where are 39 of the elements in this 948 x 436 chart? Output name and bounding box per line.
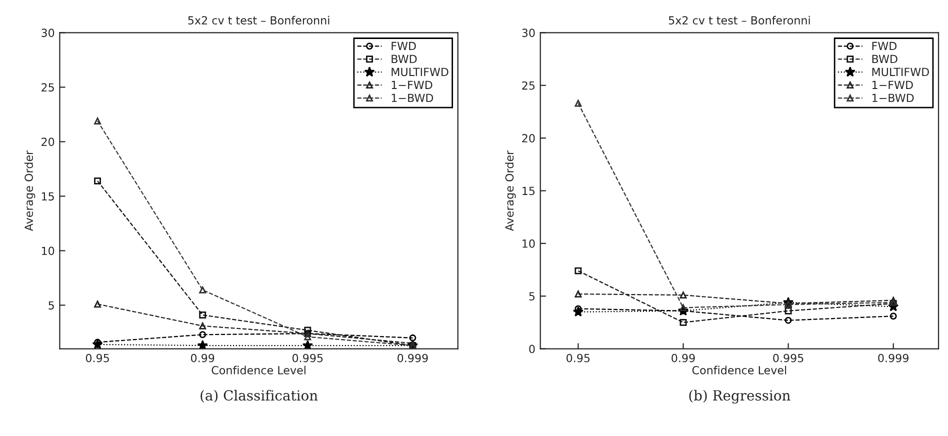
x-tick-label: 0.95 xyxy=(86,354,109,362)
y-tick-label: 20 xyxy=(522,134,535,142)
x-axis-title: Confidence Level xyxy=(212,366,306,374)
x-tick-label: 0.999 xyxy=(398,354,428,362)
legend-label: MULTIFWD xyxy=(872,68,929,76)
y-axis-title: Average Order xyxy=(505,150,516,232)
y-tick-label: 0 xyxy=(529,344,535,354)
legend-label: BWD xyxy=(392,54,417,64)
legend-label: 1−BWD xyxy=(392,94,434,102)
y-tick-label: 30 xyxy=(42,28,54,38)
legend-label: MULTIFWD xyxy=(392,68,448,76)
x-tick-label: 0.99 xyxy=(672,354,695,362)
legend-label: FWD xyxy=(392,42,416,50)
chart-title: 5x2 cv t test – Bonferonni xyxy=(188,16,330,25)
y-tick-label: 5 xyxy=(529,292,535,300)
y-tick-label: 30 xyxy=(522,28,535,38)
legend-label: 1−FWD xyxy=(872,80,913,89)
text: (a) Classification xyxy=(200,390,318,403)
chart-title: 5x2 cv t test – Bonferonni xyxy=(668,16,810,25)
y-tick-label: 25 xyxy=(522,81,535,90)
legend-label: 1−BWD xyxy=(872,94,914,102)
y-tick-label: 25 xyxy=(42,83,54,92)
x-tick-label: 0.999 xyxy=(878,354,908,362)
text: (b) Regression xyxy=(689,390,790,404)
y-tick-label: 20 xyxy=(42,138,54,146)
y-tick-label: 10 xyxy=(522,239,535,248)
y-tick-label: 10 xyxy=(42,246,54,256)
x-tick-label: 0.95 xyxy=(566,354,590,362)
legend-label: BWD xyxy=(872,54,898,64)
legend-label: FWD xyxy=(872,42,897,50)
x-axis-title: Confidence Level xyxy=(692,366,786,374)
x-tick-label: 0.995 xyxy=(292,354,323,362)
y-tick-label: 5 xyxy=(48,301,54,310)
y-tick-label: 15 xyxy=(42,192,54,201)
legend-label: 1−FWD xyxy=(392,80,432,89)
x-tick-label: 0.99 xyxy=(190,354,214,362)
y-axis-title: Average Order xyxy=(24,150,36,232)
y-tick-label: 15 xyxy=(522,186,535,196)
x-tick-label: 0.995 xyxy=(773,354,804,362)
